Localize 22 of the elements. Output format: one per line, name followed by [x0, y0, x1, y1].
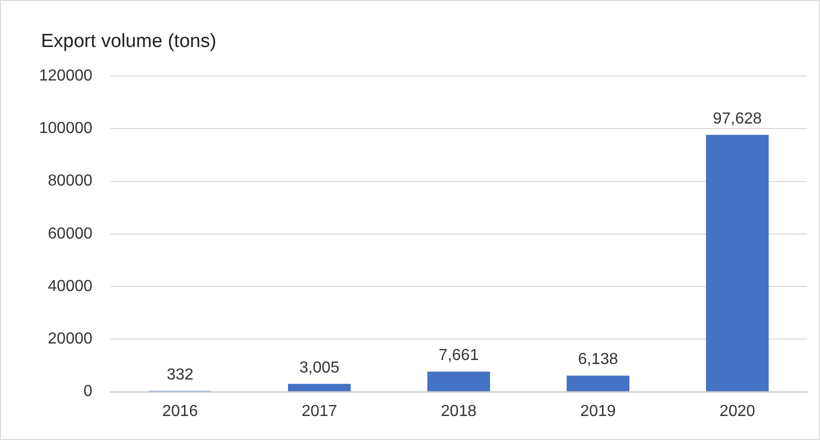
y-tick-label: 80000 — [48, 172, 92, 190]
y-tick-label: 20000 — [48, 330, 92, 348]
data-label: 97,628 — [712, 110, 762, 128]
x-tick-label: 2019 — [580, 402, 616, 420]
x-tick-label: 2018 — [440, 402, 477, 420]
y-tick-label: 60000 — [48, 225, 92, 242]
data-label: 7,661 — [438, 347, 479, 364]
data-label: 6,138 — [578, 351, 618, 368]
bar — [288, 384, 351, 392]
data-label: 3,005 — [299, 359, 340, 376]
y-tick-label: 120000 — [39, 67, 92, 84]
x-tick-label: 2020 — [720, 402, 756, 420]
y-tick-label: 40000 — [48, 278, 92, 295]
y-tick-label: 100000 — [39, 120, 92, 138]
bar — [427, 372, 490, 392]
y-tick-label: 0 — [83, 383, 92, 400]
bar — [706, 134, 769, 392]
x-tick-label: 2016 — [162, 402, 198, 420]
x-tick-label: 2017 — [302, 402, 338, 420]
bar — [566, 376, 630, 392]
data-label: 332 — [166, 366, 194, 384]
chart-title: Export volume (tons) — [41, 31, 216, 53]
